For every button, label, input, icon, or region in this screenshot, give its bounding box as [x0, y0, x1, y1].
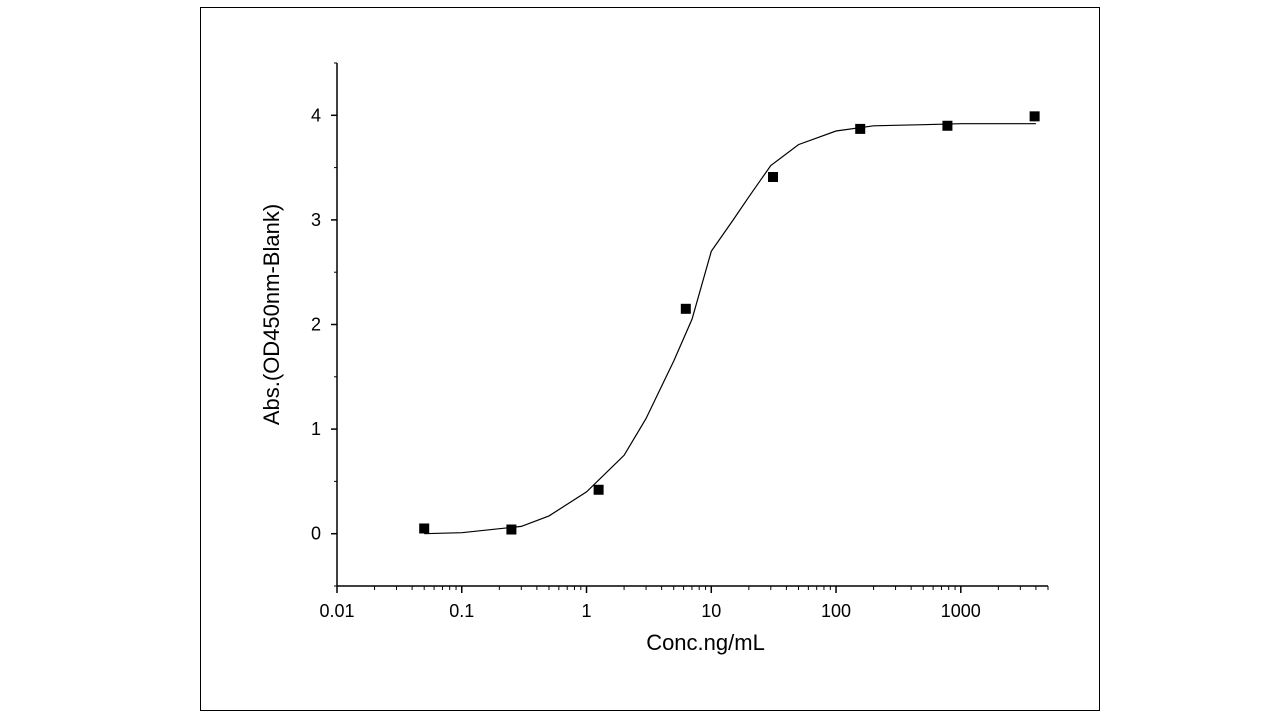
y-tick-label: 4 — [311, 105, 321, 125]
x-axis-title: Conc.ng/mL — [646, 630, 765, 655]
chart-svg: 0 1 2 3 4 0.01 0.1 1 10 100 1000 Conc.ng/mL Abs.(O… — [259, 62, 1049, 655]
y-tick-label: 1 — [311, 419, 321, 439]
x-tick-label: 100 — [821, 601, 851, 621]
x-tick-label: 10 — [701, 601, 721, 621]
y-tick-label: 3 — [311, 210, 321, 230]
ticks: 0 1 2 3 4 0.01 0.1 1 10 100 1000 — [311, 62, 1049, 621]
data-point — [506, 524, 517, 535]
x-tick-label: 1 — [582, 601, 592, 621]
data-point — [1029, 111, 1040, 122]
y-tick-label: 0 — [311, 524, 321, 544]
axes — [336, 63, 1048, 587]
y-tick-label: 2 — [311, 315, 321, 335]
fit-curve-line — [424, 123, 1036, 535]
x-tick-label: 0.1 — [449, 601, 474, 621]
x-tick-label: 1000 — [941, 601, 981, 621]
y-axis-title: Abs.(OD450nm-Blank) — [259, 204, 284, 425]
x-tick-label: 0.01 — [319, 601, 354, 621]
data-point — [680, 303, 691, 314]
data-point — [419, 523, 430, 534]
data-point — [855, 123, 866, 134]
data-point — [593, 484, 604, 495]
data-point — [768, 172, 779, 183]
data-point — [942, 120, 953, 131]
data-marks — [419, 111, 1040, 535]
chart-frame: 0 1 2 3 4 0.01 0.1 1 10 100 1000 Conc.ng/mL Abs.(O… — [200, 7, 1100, 711]
